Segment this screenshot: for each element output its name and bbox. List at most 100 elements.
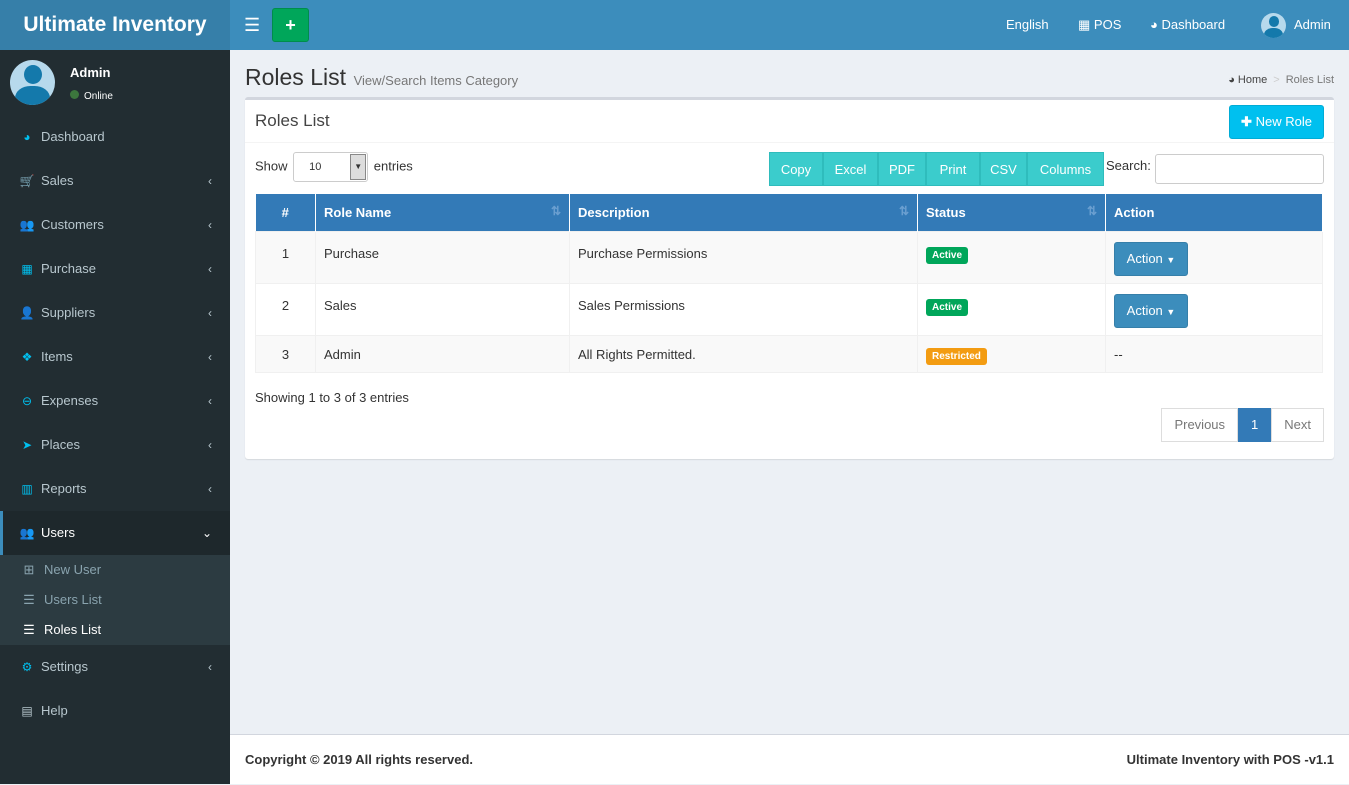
list-icon: ☰ (23, 622, 35, 637)
page-title: Roles List (245, 64, 346, 90)
entries-length: Show 10 ▼ entries (255, 152, 413, 182)
box-title: Roles List (255, 111, 330, 130)
action-dropdown-button[interactable]: Action ▼ (1114, 293, 1188, 328)
sidebar-item-items[interactable]: ❖ Items ‹ (0, 335, 230, 379)
chevron-left-icon: ‹ (208, 262, 212, 276)
sidebar-item-customers[interactable]: 👥 Customers ‹ (0, 203, 230, 247)
avatar (10, 60, 55, 105)
copy-button[interactable]: Copy (769, 152, 823, 186)
cell-role-name: Sales (315, 282, 570, 336)
chevron-left-icon: ‹ (208, 174, 212, 188)
action-label: Action (1126, 302, 1163, 318)
table-row: 1 Purchase Purchase Permissions Active A… (255, 230, 1323, 284)
copyright: Copyright © 2019 All rights reserved. (245, 752, 474, 767)
version: Ultimate Inventory with POS -v1.1 (1126, 752, 1334, 767)
excel-button[interactable]: Excel (823, 152, 878, 186)
pos-link[interactable]: ▦ POS (1078, 0, 1121, 50)
action-dropdown-button[interactable]: Action ▼ (1114, 241, 1188, 276)
app-logo[interactable]: Ultimate Inventory (0, 0, 230, 50)
show-label: Show (255, 158, 288, 174)
plus-square-icon: ⊞ (23, 562, 35, 577)
calculator-icon: ▦ (1078, 17, 1094, 32)
status-text: Online (84, 91, 113, 102)
search-label: Search: (1106, 158, 1151, 173)
roles-box: Roles List ✚ New Role Show 10 ▼ entries C… (245, 97, 1334, 459)
chevron-left-icon: ‹ (208, 218, 212, 232)
book-icon: ▤ (21, 704, 33, 718)
column-header-role-name[interactable]: Role Name ⇅ (315, 194, 570, 231)
bar-chart-icon: ▥ (21, 482, 33, 496)
sidebar-item-sales[interactable]: 🛒 Sales ‹ (0, 159, 230, 203)
quick-add-button[interactable]: + (272, 8, 309, 42)
header-label: Status (926, 204, 966, 220)
caret-down-icon: ▼ (1166, 254, 1176, 265)
chevron-left-icon: ‹ (208, 482, 212, 496)
cell-action: Action ▼ (1105, 282, 1323, 336)
language-selector[interactable]: English (1006, 17, 1049, 32)
sidebar-item-expenses[interactable]: ⊖ Expenses ‹ (0, 379, 230, 423)
chevron-left-icon: ‹ (208, 306, 212, 320)
sidebar-item-help[interactable]: ▤ Help (0, 689, 230, 733)
previous-button[interactable]: Previous (1161, 408, 1239, 442)
next-button[interactable]: Next (1271, 408, 1324, 442)
cell-description: Sales Permissions (569, 282, 918, 336)
caret-down-icon: ▼ (1166, 306, 1176, 317)
sidebar-item-label: Settings (41, 659, 88, 674)
header-label: Role Name (324, 204, 392, 220)
new-role-button[interactable]: ✚ New Role (1229, 105, 1324, 139)
search-input[interactable] (1155, 154, 1324, 184)
caret-down-icon: ▼ (350, 154, 367, 180)
sidebar-item-users[interactable]: 👥 Users ⌄ (0, 511, 230, 555)
sidebar-item-dashboard[interactable]: ◕ Dashboard (0, 115, 230, 159)
menu-toggle-icon[interactable]: ☰ (244, 15, 261, 35)
entries-value: 10 (309, 161, 322, 173)
sidebar-item-label: Customers (41, 217, 104, 232)
csv-button[interactable]: CSV (980, 152, 1027, 186)
sidebar-item-purchase[interactable]: ▦ Purchase ‹ (0, 247, 230, 291)
footer: Copyright © 2019 All rights reserved. Ul… (230, 734, 1349, 784)
page-subtitle: View/Search Items Category (353, 73, 519, 88)
print-button[interactable]: Print (926, 152, 980, 186)
gears-icon: ⚙ (21, 660, 33, 674)
cell-description: Purchase Permissions (569, 230, 918, 284)
sort-icon: ⇅ (550, 204, 561, 218)
sidebar-item-label: Users (41, 525, 75, 540)
breadcrumb-home[interactable]: Home (1237, 74, 1268, 86)
pdf-button[interactable]: PDF (878, 152, 926, 186)
table-row: 3 Admin All Rights Permitted. Restricted… (255, 334, 1323, 373)
cell-description: All Rights Permitted. (569, 334, 918, 373)
dashboard-icon: ◕ (1150, 17, 1162, 32)
dashboard-icon: ◕ (23, 130, 31, 144)
columns-button[interactable]: Columns (1027, 152, 1104, 186)
submenu-roles-list[interactable]: ☰ Roles List (0, 615, 230, 645)
page-1-button[interactable]: 1 (1238, 408, 1272, 442)
cart-icon: 🛒 (19, 174, 35, 188)
user-menu[interactable]: Admin (1261, 0, 1331, 50)
user-name: Admin (70, 65, 111, 80)
column-header-description[interactable]: Description ⇅ (569, 194, 918, 231)
dashboard-icon: ◕ (1228, 74, 1238, 86)
submenu-users-list[interactable]: ☰ Users List (0, 585, 230, 615)
status-badge: Restricted (926, 347, 987, 365)
column-header-status[interactable]: Status ⇅ (917, 194, 1106, 231)
column-header-action: Action (1105, 194, 1323, 231)
new-role-label: New Role (1255, 114, 1312, 129)
cell-number: 3 (255, 334, 316, 373)
sidebar-item-settings[interactable]: ⚙ Settings ‹ (0, 645, 230, 689)
dashboard-link[interactable]: ◕ Dashboard (1150, 0, 1225, 50)
entries-select[interactable]: 10 ▼ (293, 152, 369, 182)
action-label: Action (1126, 250, 1163, 266)
list-icon: ☰ (23, 592, 35, 607)
submenu-new-user[interactable]: ⊞ New User (0, 555, 230, 585)
sort-icon: ⇅ (898, 204, 909, 218)
sidebar-item-places[interactable]: ➤ Places ‹ (0, 423, 230, 467)
entries-label: entries (373, 158, 413, 174)
sidebar: Admin Online (0, 50, 230, 784)
sidebar-item-suppliers[interactable]: 👤 Suppliers ‹ (0, 291, 230, 335)
chevron-left-icon: ‹ (208, 438, 212, 452)
column-header-number[interactable]: # (255, 194, 316, 231)
sidebar-item-reports[interactable]: ▥ Reports ‹ (0, 467, 230, 511)
header-label: Description (578, 204, 650, 220)
cell-status: Restricted (917, 334, 1106, 373)
sort-icon: ⇅ (1086, 204, 1097, 218)
